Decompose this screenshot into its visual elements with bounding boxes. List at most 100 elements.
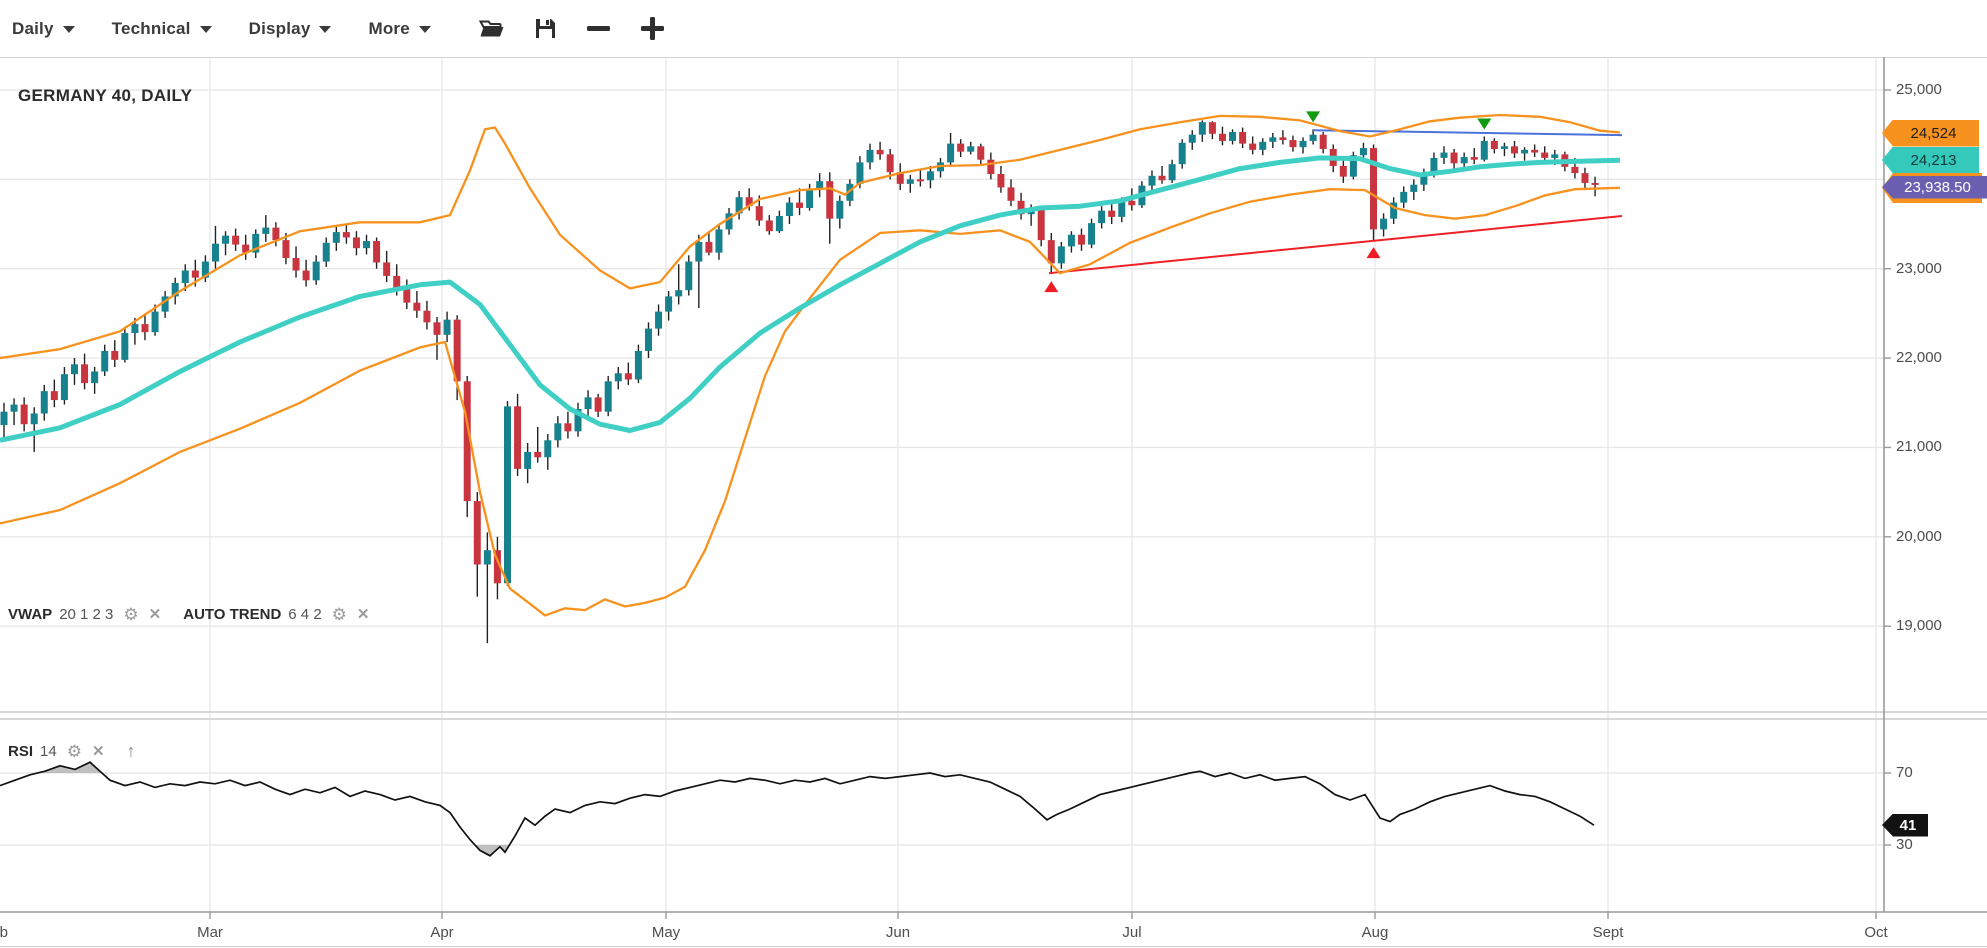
vwap-settings-gear-icon[interactable]: ⚙: [123, 605, 139, 624]
candle-up: [1299, 140, 1307, 148]
rsi-line: [0, 761, 1595, 857]
rsi-remove-icon[interactable]: ✕: [91, 742, 105, 760]
candle-down: [493, 550, 501, 584]
auto-trend-legend-params: 6 4 2: [288, 606, 322, 623]
vwap-remove-icon[interactable]: ✕: [148, 606, 162, 623]
x-axis-month-label: Jul: [1122, 924, 1142, 941]
rsi-settings-gear-icon[interactable]: ⚙: [66, 741, 82, 761]
candle-down: [514, 406, 522, 469]
candle-up: [614, 373, 622, 382]
more-menu[interactable]: More: [368, 19, 431, 39]
auto-trend-legend-label: AUTO TREND: [183, 606, 282, 623]
candle-up: [1420, 173, 1428, 185]
rsi-pane: [0, 761, 1595, 857]
candle-down: [50, 391, 58, 401]
rsi-move-up-arrow-icon[interactable]: ↑: [126, 741, 136, 761]
vwap-upper-band-line: [0, 113, 1621, 360]
x-axis-month-label: Mar: [197, 924, 223, 941]
candle-up: [836, 200, 844, 219]
candle-down: [1128, 200, 1136, 206]
candle-up: [1480, 140, 1488, 160]
candle-down: [534, 451, 542, 458]
candle-down: [745, 197, 753, 207]
auto-trend-remove-icon[interactable]: ✕: [356, 606, 370, 623]
candle-up: [906, 179, 914, 184]
candle-up: [1067, 234, 1075, 247]
auto-trend-line-resistance: [1312, 129, 1623, 137]
candle-up: [1168, 164, 1176, 181]
candle-down: [1470, 157, 1478, 160]
timeframe-menu-label: Daily: [12, 18, 54, 38]
candle-down: [352, 237, 360, 249]
swing-low-marker: [1366, 247, 1381, 259]
candle-up: [1460, 157, 1468, 164]
candle-down: [624, 373, 632, 380]
candle-up: [1098, 210, 1106, 224]
candle-up: [856, 162, 864, 184]
save-icon[interactable]: [534, 17, 557, 40]
candle-up: [725, 213, 733, 230]
candle-down: [886, 154, 894, 173]
candle-down: [896, 172, 904, 184]
timeframe-menu[interactable]: Daily: [12, 19, 75, 39]
zoom-in-icon[interactable]: [640, 16, 665, 41]
display-menu[interactable]: Display: [249, 19, 332, 39]
candle-up: [775, 215, 783, 232]
candle-down: [1158, 175, 1166, 181]
rsi-indicator-legend: RSI 14 ⚙ ✕ ↑: [8, 742, 136, 760]
candle-down: [282, 240, 290, 258]
rsi-oversold-label: 30: [1896, 836, 1913, 853]
candle-down: [423, 310, 431, 323]
open-folder-icon[interactable]: [478, 18, 505, 40]
zoom-out-icon[interactable]: [586, 16, 611, 41]
technical-menu[interactable]: Technical: [112, 19, 212, 39]
y-axis-tick-label: 19,000: [1896, 617, 1942, 635]
candle-up: [604, 381, 612, 412]
candle-up: [675, 290, 683, 297]
chevron-down-icon: [199, 26, 212, 33]
candle-down: [1289, 140, 1297, 148]
candle-down: [1047, 240, 1055, 264]
swing-high-marker: [1306, 111, 1321, 123]
candle-down: [1017, 200, 1025, 215]
price-tag-upper-band-value: 24,524: [1882, 119, 1979, 147]
candle-up: [866, 149, 874, 163]
candle-up: [91, 371, 99, 384]
candle-down: [1108, 210, 1116, 217]
candle-up: [634, 350, 642, 380]
vwap-legend-label: VWAP: [8, 606, 53, 623]
y-axis-tick-label: 22,000: [1896, 349, 1942, 367]
candle-up: [1088, 223, 1096, 245]
y-axis-tick-label: 20,000: [1896, 527, 1942, 545]
candle-up: [312, 261, 320, 281]
candle-up: [1500, 146, 1508, 149]
candle-up: [1359, 148, 1367, 156]
candle-down: [191, 270, 199, 278]
candle-up: [926, 171, 934, 181]
chevron-down-icon: [62, 26, 75, 33]
candle-up: [443, 319, 451, 335]
candle-down: [1279, 137, 1287, 141]
candle-down: [916, 179, 924, 182]
candle-up: [201, 261, 209, 278]
auto-trend-settings-gear-icon[interactable]: ⚙: [331, 605, 347, 624]
candle-down: [1450, 152, 1458, 164]
candle-down: [1511, 146, 1518, 154]
candle-down: [705, 241, 713, 253]
candle-up: [695, 241, 703, 262]
candle-down: [1239, 131, 1247, 144]
candle-up: [735, 197, 743, 214]
rsi-legend-label: RSI: [8, 742, 34, 760]
candle-up: [554, 423, 562, 441]
candle-up: [1148, 175, 1156, 186]
candle-up: [40, 391, 48, 414]
candle-down: [977, 146, 985, 160]
candle-up: [1057, 246, 1065, 264]
candle-up: [967, 146, 975, 152]
vwap-lower-band-line: [0, 186, 1621, 617]
y-axis-tick-label: 23,000: [1896, 259, 1942, 277]
swing-high-marker: [1477, 118, 1492, 130]
auto-trend-line-support: [1048, 215, 1623, 275]
